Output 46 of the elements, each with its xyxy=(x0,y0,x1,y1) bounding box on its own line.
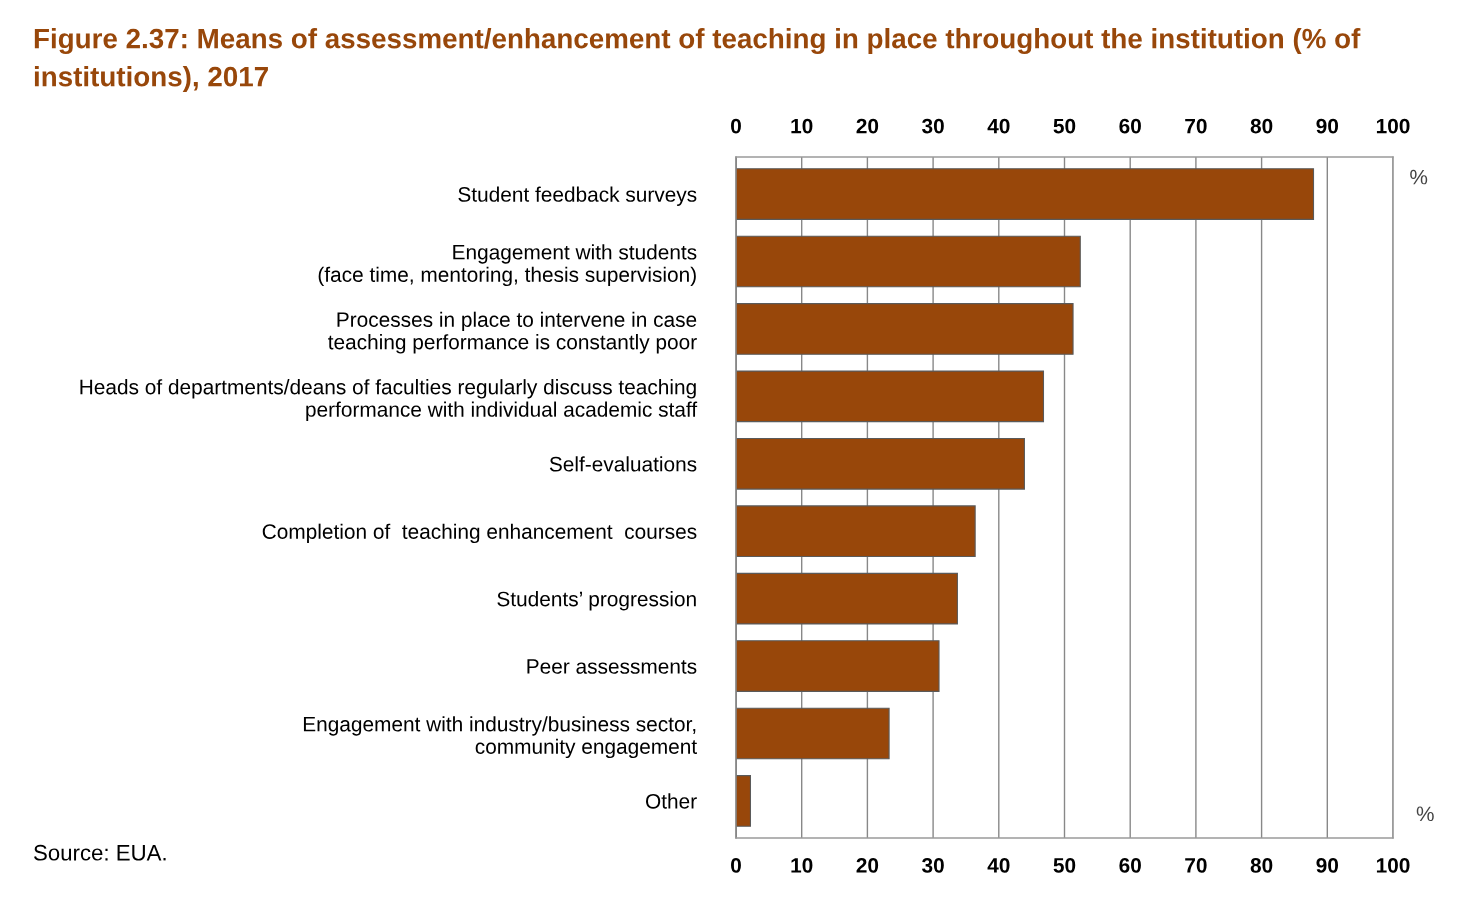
x-tick-label: 0 xyxy=(731,857,741,873)
x2-tick-label: 90 xyxy=(1316,118,1339,134)
x2-tick-label: 30 xyxy=(921,118,944,134)
x-axis-title: % xyxy=(1416,806,1434,822)
bar xyxy=(736,775,752,827)
x-tick-label: 30 xyxy=(921,857,944,873)
x-tick-label: 90 xyxy=(1316,857,1339,873)
bar xyxy=(736,370,1045,423)
x2-tick-label: 60 xyxy=(1119,118,1141,134)
chart-title: Figure 2.37: Means of assessment/enhancement of teaching in place throughout the institution (% of institutions), 2017 xyxy=(34,28,1361,92)
bar xyxy=(736,437,1025,490)
bar xyxy=(736,572,958,625)
x-tick-label: 70 xyxy=(1185,857,1207,873)
x-tick-label: 20 xyxy=(856,857,879,873)
y-tick-label: Completion of teaching enhancement courses xyxy=(262,523,697,544)
y-tick-label: Self-evaluations xyxy=(549,456,697,472)
source-note: Source: EUA. xyxy=(34,844,166,861)
bar xyxy=(736,303,1074,355)
x2-axis-title: % xyxy=(1410,169,1428,185)
x2-tick-label: 80 xyxy=(1250,118,1273,134)
x2-tick-label: 0 xyxy=(731,118,741,134)
x2-tick-label: 20 xyxy=(856,118,879,134)
x2-tick-label: 50 xyxy=(1053,118,1076,134)
y-tick-label: Processes in place to intervene in case teaching performance is constantly poor xyxy=(328,311,697,354)
bar xyxy=(736,168,1315,220)
bar xyxy=(736,640,940,692)
x2-tick-label: 40 xyxy=(987,118,1010,134)
y-tick-label: Other xyxy=(646,793,697,809)
x-tick-label: 50 xyxy=(1053,857,1076,873)
bar xyxy=(736,707,890,760)
y-tick-label: Engagement with students (face time, mentoring, thesis supervision) xyxy=(318,244,697,287)
bar xyxy=(736,235,1081,288)
y-tick-label: Students’ progression xyxy=(497,591,696,611)
y-tick-label: Peer assessments xyxy=(527,659,697,674)
x-tick-label: 80 xyxy=(1250,857,1273,873)
x2-tick-label: 70 xyxy=(1185,118,1207,134)
x-tick-label: 60 xyxy=(1119,857,1141,873)
x2-tick-label: 100 xyxy=(1376,118,1410,134)
y-tick-label: Student feedback surveys xyxy=(458,186,697,206)
x-tick-label: 40 xyxy=(987,857,1010,873)
y-tick-label: Engagement with industry/business sector, community engagement xyxy=(303,716,697,759)
y-tick-label: Heads of departments/deans of faculties regularly discuss teaching performance with individual academic staff xyxy=(80,379,698,421)
bar xyxy=(736,505,976,558)
x2-tick-label: 10 xyxy=(791,118,813,134)
x-tick-label: 10 xyxy=(791,857,813,873)
x-tick-label: 100 xyxy=(1376,857,1410,873)
